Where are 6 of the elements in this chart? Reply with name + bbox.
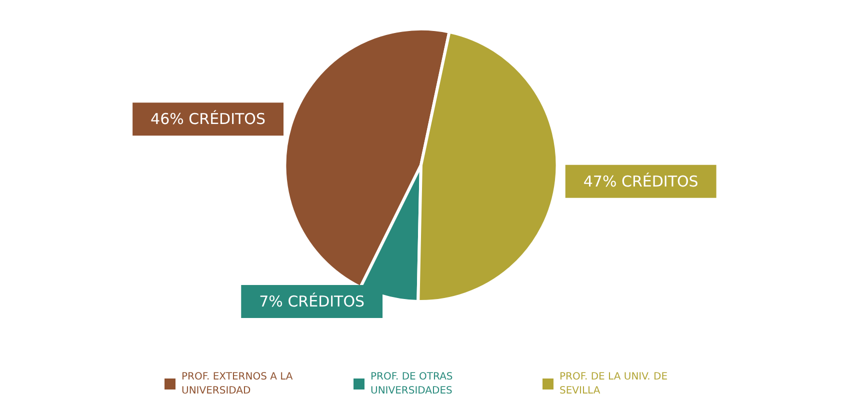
legend-label: PROF. DE OTRAS UNIVERSIDADES (370, 372, 456, 396)
data-label: 46% CRÉDITOS (150, 110, 266, 128)
legend-label: PROF. EXTERNOS A LA UNIVERSIDAD (182, 372, 296, 396)
data-label: 7% CRÉDITOS (259, 292, 365, 310)
data-label: 47% CRÉDITOS (583, 172, 698, 190)
legend-label: PROF. DE LA UNIV. DE SEVILLA (560, 372, 671, 396)
